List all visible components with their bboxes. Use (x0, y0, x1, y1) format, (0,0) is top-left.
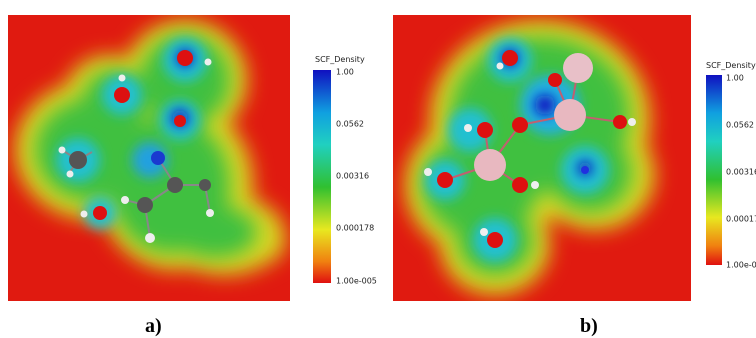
colorbar-tick: 1.00e-005 (336, 277, 377, 286)
colorbar-tick: 1.00 (726, 74, 744, 83)
colorbar-title: SCF_Density (706, 61, 756, 70)
colorbar-tick: 0.0562 (336, 120, 364, 129)
figure: SCF_Density 1.00 0.0562 0.00316 0.000178… (0, 0, 756, 338)
colorbar-tick: 1.00 (336, 68, 354, 77)
density-map-a (8, 15, 290, 301)
colorbar-tick: 1.00e-00 (726, 261, 756, 270)
colorbar-tick: 0.000178 (726, 215, 756, 224)
colorbar-title: SCF_Density (315, 55, 365, 64)
colorbar-tick: 0.00316 (726, 168, 756, 177)
colorbar-tick: 0.0562 (726, 121, 754, 130)
colorbar-tick: 0.00316 (336, 172, 369, 181)
colorbar (706, 75, 722, 265)
colorbar (313, 70, 331, 283)
panel-label: b) (580, 315, 598, 337)
colorbar-tick: 0.000178 (336, 224, 374, 233)
density-map-b (393, 15, 691, 301)
panel-label: a) (145, 315, 162, 337)
